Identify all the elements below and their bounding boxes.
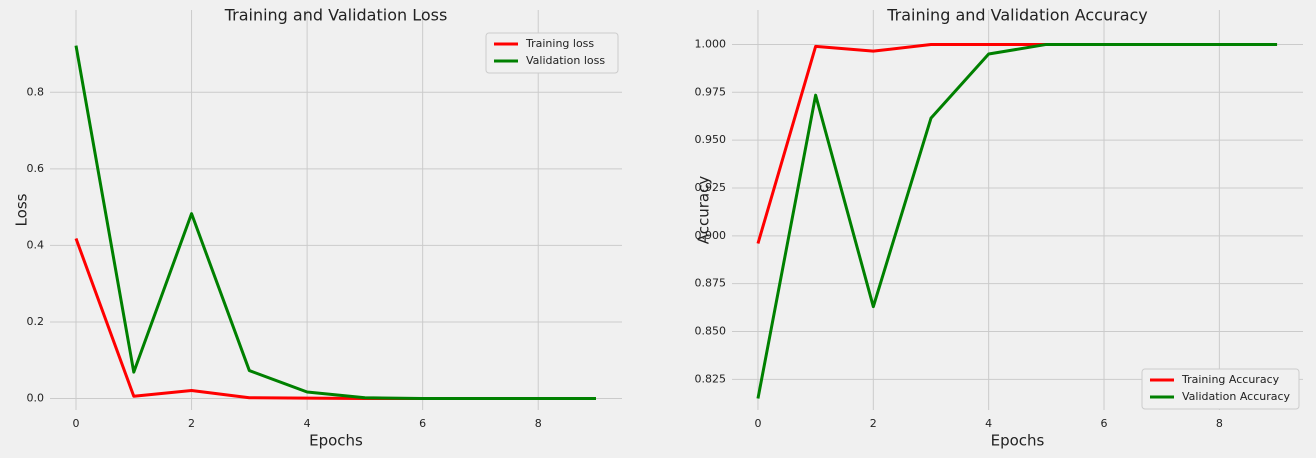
y-axis-label: Accuracy xyxy=(695,176,713,245)
x-tick-label: 8 xyxy=(535,417,542,430)
y-tick-label: 1.000 xyxy=(695,37,727,50)
y-tick-label: 0.8 xyxy=(27,85,45,98)
x-tick-label: 2 xyxy=(188,417,195,430)
x-tick-label: 0 xyxy=(73,417,80,430)
y-tick-label: 0.850 xyxy=(695,325,727,338)
chart-title: Training and Validation Accuracy xyxy=(886,6,1148,25)
y-tick-label: 0.900 xyxy=(695,229,727,242)
legend-label: Validation loss xyxy=(526,54,605,67)
legend-box xyxy=(1141,368,1300,410)
line-series xyxy=(756,42,1278,244)
x-tick-label: 2 xyxy=(870,417,877,430)
y-tick-label: 0.825 xyxy=(695,372,727,385)
line-series xyxy=(74,45,596,401)
chart: 0.0 0.2 0.4 0.6 0.8 0 2 4 6 8 Training and Validat… xyxy=(13,6,622,450)
x-tick-label: 6 xyxy=(1101,417,1108,430)
line-series xyxy=(756,42,1278,399)
legend: Training loss Validation loss xyxy=(485,32,619,74)
y-tick-label: 0.875 xyxy=(695,277,727,290)
x-axis-label: Epochs xyxy=(991,432,1045,450)
y-tick-label: 0.6 xyxy=(27,162,45,175)
x-axis-label: Epochs xyxy=(309,432,363,450)
legend-label: Validation Accuracy xyxy=(1182,390,1291,403)
legend-label: Training Accuracy xyxy=(1181,373,1280,386)
y-tick-label: 0.950 xyxy=(695,133,727,146)
legend-box xyxy=(485,32,619,74)
y-tick-label: 0.975 xyxy=(695,85,727,98)
x-tick-label: 8 xyxy=(1216,417,1223,430)
legend-label: Training loss xyxy=(525,37,594,50)
x-tick-label: 0 xyxy=(754,417,761,430)
chart: 0.825 0.850 0.875 0.900 0.925 0.950 0.975 1.000… xyxy=(695,6,1303,450)
y-tick-label: 0.4 xyxy=(27,238,45,251)
y-tick-label: 0.0 xyxy=(27,392,45,405)
y-tick-label: 0.925 xyxy=(695,181,727,194)
y-axis-label: Loss xyxy=(13,193,31,226)
chart-title: Training and Validation Loss xyxy=(224,6,448,25)
y-tick-label: 0.2 xyxy=(27,315,45,328)
legend: Training Accuracy Validation Accuracy xyxy=(1141,368,1300,410)
x-tick-label: 6 xyxy=(419,417,426,430)
x-tick-label: 4 xyxy=(985,417,992,430)
x-tick-label: 4 xyxy=(304,417,311,430)
